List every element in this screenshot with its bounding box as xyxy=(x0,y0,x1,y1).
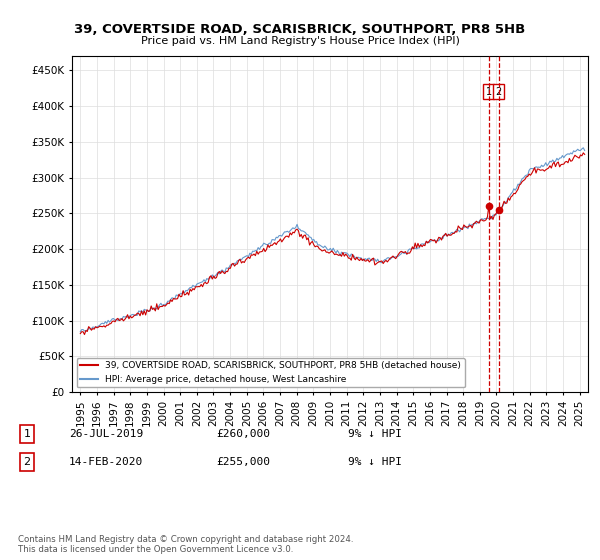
Text: 14-FEB-2020: 14-FEB-2020 xyxy=(69,457,143,467)
Text: Contains HM Land Registry data © Crown copyright and database right 2024.
This d: Contains HM Land Registry data © Crown c… xyxy=(18,535,353,554)
Text: Price paid vs. HM Land Registry's House Price Index (HPI): Price paid vs. HM Land Registry's House … xyxy=(140,36,460,46)
Text: £255,000: £255,000 xyxy=(216,457,270,467)
Text: 1: 1 xyxy=(486,87,492,97)
Text: 9% ↓ HPI: 9% ↓ HPI xyxy=(348,457,402,467)
Text: 2: 2 xyxy=(496,87,502,97)
Text: 2: 2 xyxy=(23,457,31,467)
Text: 1: 1 xyxy=(23,429,31,439)
Text: £260,000: £260,000 xyxy=(216,429,270,439)
Legend: 39, COVERTSIDE ROAD, SCARISBRICK, SOUTHPORT, PR8 5HB (detached house), HPI: Aver: 39, COVERTSIDE ROAD, SCARISBRICK, SOUTHP… xyxy=(77,358,465,388)
Text: 39, COVERTSIDE ROAD, SCARISBRICK, SOUTHPORT, PR8 5HB: 39, COVERTSIDE ROAD, SCARISBRICK, SOUTHP… xyxy=(74,24,526,36)
Text: 26-JUL-2019: 26-JUL-2019 xyxy=(69,429,143,439)
Text: 9% ↓ HPI: 9% ↓ HPI xyxy=(348,429,402,439)
